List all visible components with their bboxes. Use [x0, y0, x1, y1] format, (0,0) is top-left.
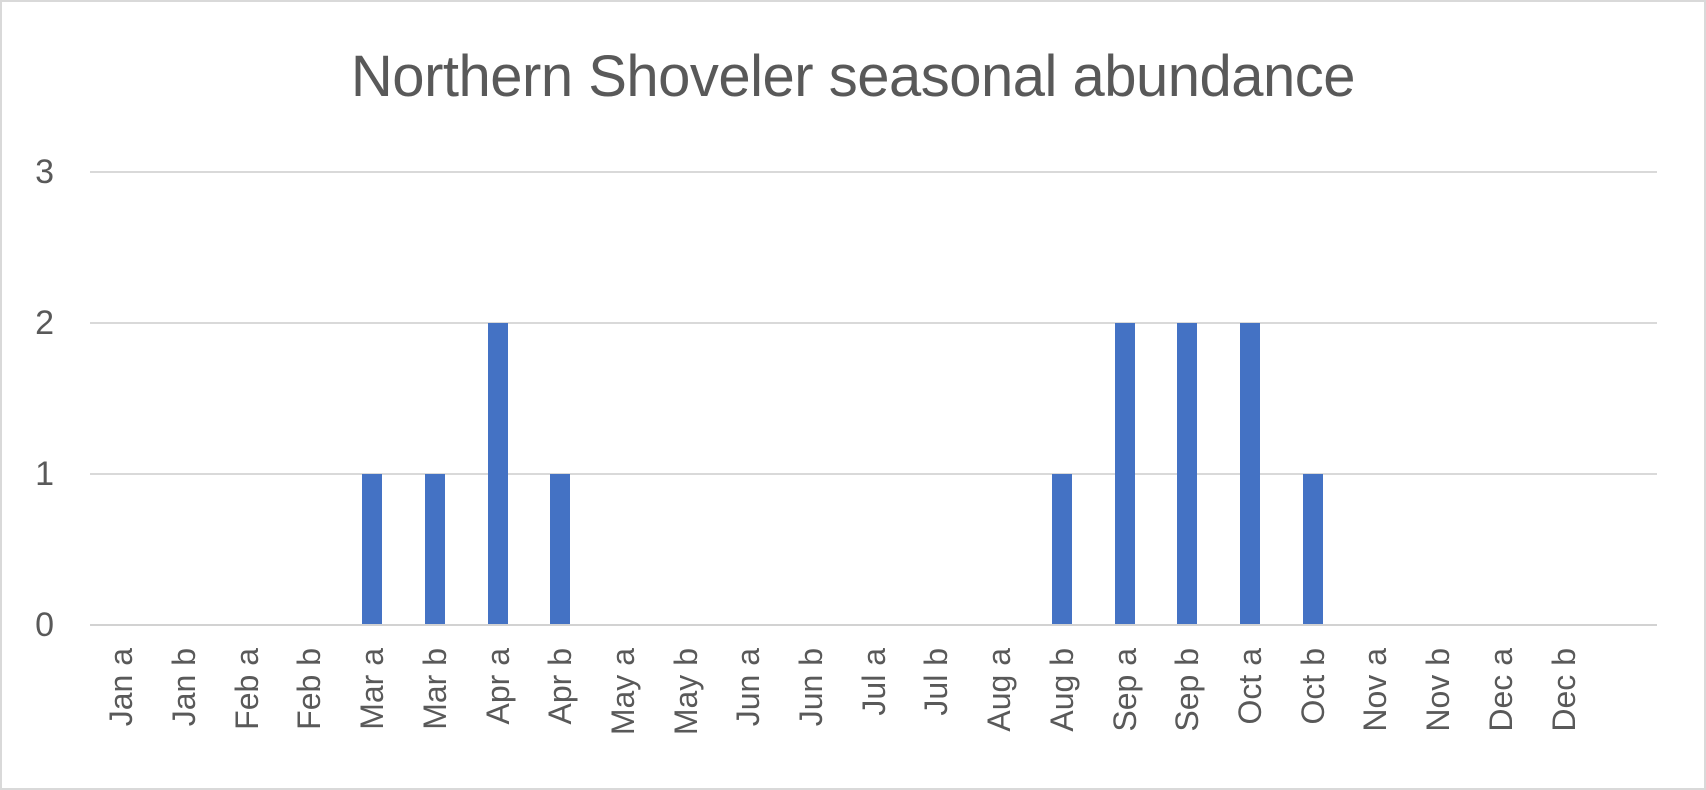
- bar-cell: [215, 173, 278, 624]
- x-tick-label: Oct a: [1232, 648, 1268, 725]
- bar-cell: [780, 173, 843, 624]
- bar-cell: [278, 173, 341, 624]
- x-tick-label: Feb b: [291, 648, 328, 730]
- x-label-cell: Jan b: [153, 648, 216, 780]
- x-label-cell: Dec a: [1469, 648, 1532, 780]
- x-tick-label: Apr b: [542, 648, 579, 725]
- bar-cell: [968, 173, 1031, 624]
- x-label-cell: Apr b: [529, 648, 592, 780]
- gridline-1: [90, 473, 1657, 475]
- x-tick-label: Jan a: [103, 648, 140, 727]
- bar-cell: [1407, 173, 1470, 624]
- plot-area: [90, 173, 1595, 624]
- x-label-cell: Feb b: [278, 648, 341, 780]
- x-label-cell: Mar b: [404, 648, 467, 780]
- x-label-cell: Mar a: [341, 648, 404, 780]
- bar: [1302, 473, 1323, 624]
- x-tick-label: Sep b: [1169, 648, 1206, 732]
- x-tick-label: Aug b: [1043, 648, 1080, 732]
- bar-cell: [842, 173, 905, 624]
- x-tick-label: Mar b: [416, 648, 453, 730]
- x-tick-label: Nov b: [1420, 648, 1457, 732]
- x-label-cell: Apr a: [466, 648, 529, 780]
- x-tick-label: May b: [667, 648, 704, 736]
- bar-cell: [592, 173, 655, 624]
- x-label-cell: May a: [592, 648, 655, 780]
- y-tick-label: 1: [35, 455, 54, 493]
- bar-cell: [1532, 173, 1595, 624]
- bar-cell: [90, 173, 153, 624]
- x-tick-label: Dec b: [1545, 648, 1582, 732]
- bar-cell: [717, 173, 780, 624]
- gridline-3: [90, 171, 1657, 173]
- x-tick-label: Dec a: [1482, 648, 1519, 732]
- x-label-cell: Nov a: [1344, 648, 1407, 780]
- bar: [1114, 323, 1135, 624]
- bar-cell: [905, 173, 968, 624]
- bar-cell: [466, 173, 529, 624]
- x-tick-label: Mar a: [354, 648, 391, 730]
- bar-cell: [1219, 173, 1282, 624]
- bar-cell: [1093, 173, 1156, 624]
- x-tick-label: Jul b: [918, 648, 955, 716]
- x-tick-label: Nov a: [1357, 648, 1394, 732]
- x-label-cell: Aug a: [968, 648, 1031, 780]
- x-label-cell: Jul a: [842, 648, 905, 780]
- chart-title: Northern Shoveler seasonal abundance: [350, 44, 1356, 109]
- x-tick-label: Jan b: [166, 648, 203, 727]
- bar-cell: [654, 173, 717, 624]
- bar: [1177, 323, 1198, 624]
- bar: [1240, 323, 1260, 624]
- x-label-cell: Sep a: [1093, 648, 1156, 780]
- gridline-2: [90, 322, 1657, 324]
- x-tick-label: Jun b: [793, 648, 830, 727]
- x-label-cell: Jul b: [905, 648, 968, 780]
- x-tick-label: May a: [604, 648, 641, 736]
- x-tick-label: Aug a: [981, 648, 1018, 732]
- x-label-cell: Oct a: [1219, 648, 1282, 780]
- x-label-cell: Jun b: [780, 648, 843, 780]
- bar: [550, 473, 571, 624]
- bar-cell: [1156, 173, 1219, 624]
- bar-cell: [1031, 173, 1094, 624]
- x-label-cell: Aug b: [1031, 648, 1094, 780]
- x-tick-label: Sep a: [1106, 648, 1143, 732]
- x-label-cell: Jun a: [717, 648, 780, 780]
- x-label-cell: Jan a: [90, 648, 153, 780]
- y-tick-label: 3: [35, 153, 54, 191]
- bar-cell: [153, 173, 216, 624]
- bar: [487, 323, 508, 624]
- x-label-cell: Nov b: [1407, 648, 1470, 780]
- x-label-cell: May b: [654, 648, 717, 780]
- x-label-cell: Oct b: [1281, 648, 1344, 780]
- x-label-cell: Sep b: [1156, 648, 1219, 780]
- bar-cell: [404, 173, 467, 624]
- x-label-cell: Feb a: [215, 648, 278, 780]
- bar-cell: [1469, 173, 1532, 624]
- bar-cell: [1281, 173, 1344, 624]
- x-tick-label: Apr a: [479, 648, 516, 725]
- bar-cell: [529, 173, 592, 624]
- bar-cell: [341, 173, 404, 624]
- x-tick-label: Feb a: [228, 648, 265, 730]
- y-tick-label: 0: [35, 606, 54, 644]
- bar-cell: [1344, 173, 1407, 624]
- x-tick-label: Oct b: [1294, 648, 1331, 725]
- bar: [1051, 473, 1072, 624]
- x-tick-label: Jun a: [730, 648, 767, 727]
- x-label-cell: Dec b: [1532, 648, 1595, 780]
- bar: [424, 473, 445, 624]
- x-axis: Jan a Jan b Feb a Feb b Mar a Mar b Apr a Apr b…: [90, 648, 1595, 780]
- x-axis-line: [90, 624, 1657, 626]
- bar: [362, 473, 383, 624]
- y-tick-label: 2: [35, 304, 54, 342]
- x-tick-label: Jul a: [855, 648, 892, 716]
